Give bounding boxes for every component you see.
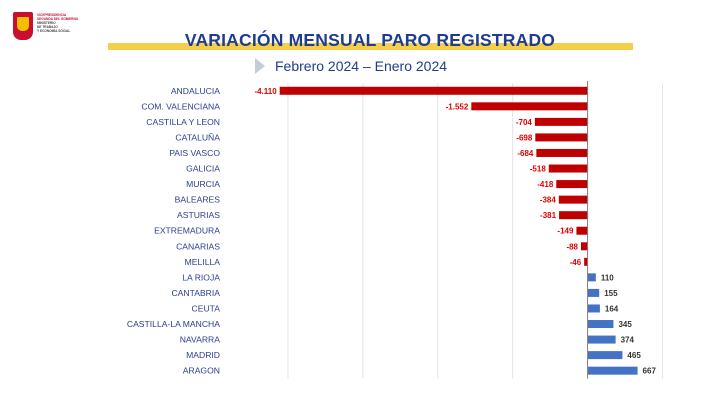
bar bbox=[587, 320, 614, 329]
bar bbox=[536, 148, 588, 157]
value-label: 374 bbox=[621, 336, 635, 345]
bar bbox=[587, 288, 600, 297]
category-label: EXTREMADURA bbox=[154, 226, 220, 236]
value-label: -1.552 bbox=[446, 102, 469, 111]
bar bbox=[548, 164, 588, 173]
bar bbox=[559, 211, 588, 220]
logo-line: DE TRABAJO bbox=[37, 25, 58, 29]
value-label: -384 bbox=[540, 196, 557, 205]
bar bbox=[535, 133, 588, 142]
page-title: VARIACIÓN MENSUAL PARO REGISTRADO bbox=[184, 30, 556, 50]
bar bbox=[587, 335, 616, 344]
category-label: MURCIA bbox=[186, 179, 220, 189]
value-label: -418 bbox=[537, 180, 554, 189]
chevron-right-icon bbox=[255, 58, 265, 74]
category-label: ANDALUCIA bbox=[171, 86, 220, 96]
bar bbox=[587, 366, 638, 375]
bar bbox=[587, 351, 623, 360]
logo-line: MINISTERIO bbox=[37, 21, 56, 25]
category-label: CEUTA bbox=[192, 303, 221, 313]
category-label: MADRID bbox=[186, 350, 220, 360]
logo-line: VICEPRESIDENCIA bbox=[37, 13, 67, 17]
bar bbox=[556, 180, 588, 189]
value-label: 155 bbox=[604, 289, 618, 298]
category-label: BALEARES bbox=[175, 195, 221, 205]
bar bbox=[558, 195, 588, 204]
value-label: -684 bbox=[517, 149, 534, 158]
category-label: ASTURIAS bbox=[177, 210, 220, 220]
value-label: 164 bbox=[605, 304, 619, 313]
title-banner bbox=[108, 43, 633, 50]
value-label: -704 bbox=[516, 118, 533, 127]
category-label: CASTILLA-LA MANCHA bbox=[127, 319, 220, 329]
bar bbox=[471, 102, 588, 111]
category-label: COM. VALENCIANA bbox=[141, 101, 220, 111]
value-label: -518 bbox=[530, 165, 547, 174]
category-label: ARAGON bbox=[183, 366, 220, 376]
value-label: 345 bbox=[618, 320, 632, 329]
logo-line: Y ECONOMÍA SOCIAL bbox=[37, 29, 71, 33]
category-label: GALICIA bbox=[186, 164, 220, 174]
value-label: -46 bbox=[570, 258, 582, 267]
bar bbox=[587, 273, 596, 282]
bar bbox=[279, 86, 588, 95]
category-label: MELILLA bbox=[185, 257, 221, 267]
bar bbox=[587, 304, 600, 313]
value-label: -4.110 bbox=[254, 87, 277, 96]
coat-of-arms-icon bbox=[13, 12, 33, 40]
government-logo: VICEPRESIDENCIA SEGUNDA DEL GOBIERNO MIN… bbox=[13, 12, 93, 46]
value-label: 667 bbox=[643, 367, 657, 376]
category-label: PAIS VASCO bbox=[169, 148, 220, 158]
category-label: CASTILLA Y LEON bbox=[146, 117, 220, 127]
subtitle-row: Febrero 2024 – Enero 2024 bbox=[255, 56, 447, 76]
category-label: CANARIAS bbox=[176, 241, 220, 251]
bar bbox=[581, 242, 588, 251]
category-label: CANTABRIA bbox=[171, 288, 220, 298]
value-label: -698 bbox=[516, 133, 533, 142]
category-label: CATALUÑA bbox=[175, 132, 220, 142]
logo-line: SEGUNDA DEL GOBIERNO bbox=[37, 17, 79, 21]
page-subtitle: Febrero 2024 – Enero 2024 bbox=[275, 58, 448, 74]
bar bbox=[576, 226, 588, 235]
category-label: NAVARRA bbox=[180, 335, 221, 345]
category-label: LA RIOJA bbox=[182, 272, 220, 282]
bar bbox=[534, 117, 588, 126]
bar bbox=[584, 257, 588, 266]
value-label: 465 bbox=[627, 351, 641, 360]
value-label: -381 bbox=[540, 211, 557, 220]
value-label: -88 bbox=[566, 242, 578, 251]
value-label: -149 bbox=[557, 227, 574, 236]
logo-text: VICEPRESIDENCIA SEGUNDA DEL GOBIERNO MIN… bbox=[37, 13, 93, 33]
value-label: 110 bbox=[601, 273, 614, 282]
